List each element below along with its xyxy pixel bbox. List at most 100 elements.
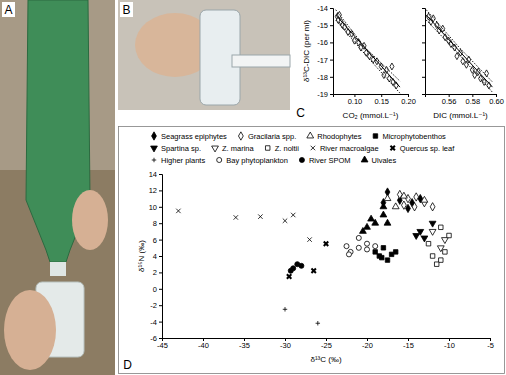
y-axis-line bbox=[330, 9, 334, 95]
point bbox=[434, 262, 438, 266]
y-tick: 12 bbox=[149, 186, 162, 195]
y-tick bbox=[422, 42, 425, 43]
panel-label: C bbox=[294, 105, 307, 120]
point bbox=[258, 214, 262, 218]
legend-entry: Ulvales bbox=[361, 156, 396, 165]
y-tick-label: -14 bbox=[317, 4, 328, 13]
syringe bbox=[232, 55, 290, 67]
y-tick-mark bbox=[159, 190, 162, 191]
x-tick: 0.20 bbox=[401, 94, 416, 106]
background bbox=[0, 0, 506, 375]
x-axis: 0.10 0.15 0.20 bbox=[334, 94, 416, 106]
legend-symbol bbox=[311, 146, 315, 150]
x-tick: -5 bbox=[487, 338, 494, 350]
photo-b bbox=[118, 0, 290, 110]
legend-label: Rhodophytes bbox=[317, 132, 361, 141]
point bbox=[455, 53, 459, 60]
x-tick-label: -40 bbox=[198, 341, 209, 350]
fit-line bbox=[426, 15, 492, 87]
point bbox=[344, 244, 349, 249]
plot-area bbox=[426, 10, 492, 93]
legend-entry: River SPOM bbox=[299, 156, 350, 165]
y-tick-mark bbox=[330, 77, 333, 78]
point bbox=[360, 227, 367, 233]
y-tick-mark bbox=[330, 42, 333, 43]
point bbox=[176, 209, 180, 213]
y-tick-label: -6 bbox=[150, 334, 157, 343]
legend-symbol bbox=[151, 146, 158, 152]
panel-label-text: C bbox=[296, 106, 305, 120]
point bbox=[393, 250, 397, 254]
legend-entry: Microphytobenthos bbox=[373, 132, 446, 141]
legend-entry: Seagrass epiphytes bbox=[152, 132, 228, 141]
legend-label: Ulvales bbox=[372, 156, 397, 165]
point bbox=[307, 237, 311, 241]
point bbox=[346, 252, 351, 257]
y-tick-label: 12 bbox=[149, 186, 157, 195]
legend-symbol bbox=[152, 158, 156, 162]
legend-symbol bbox=[238, 132, 243, 140]
y-tick-label: -15 bbox=[317, 21, 328, 30]
y-tick: 0 bbox=[153, 285, 162, 294]
bottle-neck bbox=[50, 262, 66, 276]
point bbox=[384, 195, 391, 201]
point bbox=[364, 223, 371, 229]
point bbox=[473, 72, 477, 79]
x-tick-label: 0.60 bbox=[489, 97, 504, 106]
point bbox=[380, 255, 384, 259]
point bbox=[356, 245, 361, 250]
point bbox=[291, 213, 295, 217]
x-axis-title: CO₂ (mmol.L⁻¹) bbox=[343, 111, 399, 120]
panel-label-box bbox=[121, 357, 134, 372]
x-tick: 0.15 bbox=[374, 94, 389, 106]
y-axis: -6-4-202468101214 bbox=[149, 170, 163, 343]
x-tick-label: -35 bbox=[239, 341, 250, 350]
x-tick-label: 0.58 bbox=[466, 97, 481, 106]
legend-label: Seagrass epiphytes bbox=[161, 132, 227, 141]
y-tick-mark bbox=[422, 94, 425, 95]
point bbox=[385, 258, 389, 262]
panel-label-box bbox=[2, 2, 15, 17]
point bbox=[384, 219, 391, 225]
y-tick bbox=[422, 94, 425, 95]
chart: Seagrass epiphytesGracilaria spp.Rhodoph… bbox=[137, 132, 494, 364]
y-tick: 4 bbox=[153, 252, 162, 261]
y-tick-mark bbox=[159, 207, 162, 208]
point bbox=[234, 215, 238, 219]
panel-label-box bbox=[294, 105, 307, 120]
y-tick-mark bbox=[159, 256, 162, 257]
legend-symbol bbox=[152, 132, 157, 140]
y-tick bbox=[422, 77, 425, 78]
point bbox=[381, 246, 385, 250]
x-tick-label: -30 bbox=[280, 341, 291, 350]
panel-label: D bbox=[121, 357, 134, 372]
point bbox=[390, 63, 394, 70]
x-tick: 0.10 bbox=[348, 94, 363, 106]
y-tick-label: 14 bbox=[149, 170, 157, 179]
confidence-line bbox=[336, 10, 400, 81]
x-tick-label: -5 bbox=[487, 341, 494, 350]
point bbox=[429, 229, 436, 235]
panel-label-box bbox=[120, 2, 133, 17]
y-tick-mark bbox=[159, 289, 162, 290]
point bbox=[401, 192, 408, 198]
y-tick: 14 bbox=[149, 170, 162, 179]
x-tick: -35 bbox=[239, 338, 250, 350]
y-tick: 10 bbox=[149, 203, 162, 212]
panel-label-text: D bbox=[123, 358, 132, 372]
point bbox=[380, 211, 387, 217]
point bbox=[288, 268, 293, 273]
y-tick: -15 bbox=[317, 21, 333, 30]
legend-symbol bbox=[373, 134, 377, 138]
chart: 0.560.580.60DIC (mmol.L⁻¹) bbox=[422, 9, 504, 121]
x-tick-label: 0.20 bbox=[401, 97, 416, 106]
y-tick-label: -16 bbox=[317, 38, 328, 47]
y-tick: -4 bbox=[150, 318, 162, 327]
legend-entry: Spartina sp. bbox=[151, 144, 201, 153]
y-tick-mark bbox=[159, 174, 162, 175]
y-tick-mark bbox=[330, 94, 333, 95]
x-tick: -15 bbox=[403, 338, 414, 350]
plot-area bbox=[176, 188, 451, 326]
point bbox=[426, 241, 430, 245]
legend-label: Quercus sp. leaf bbox=[400, 144, 456, 153]
